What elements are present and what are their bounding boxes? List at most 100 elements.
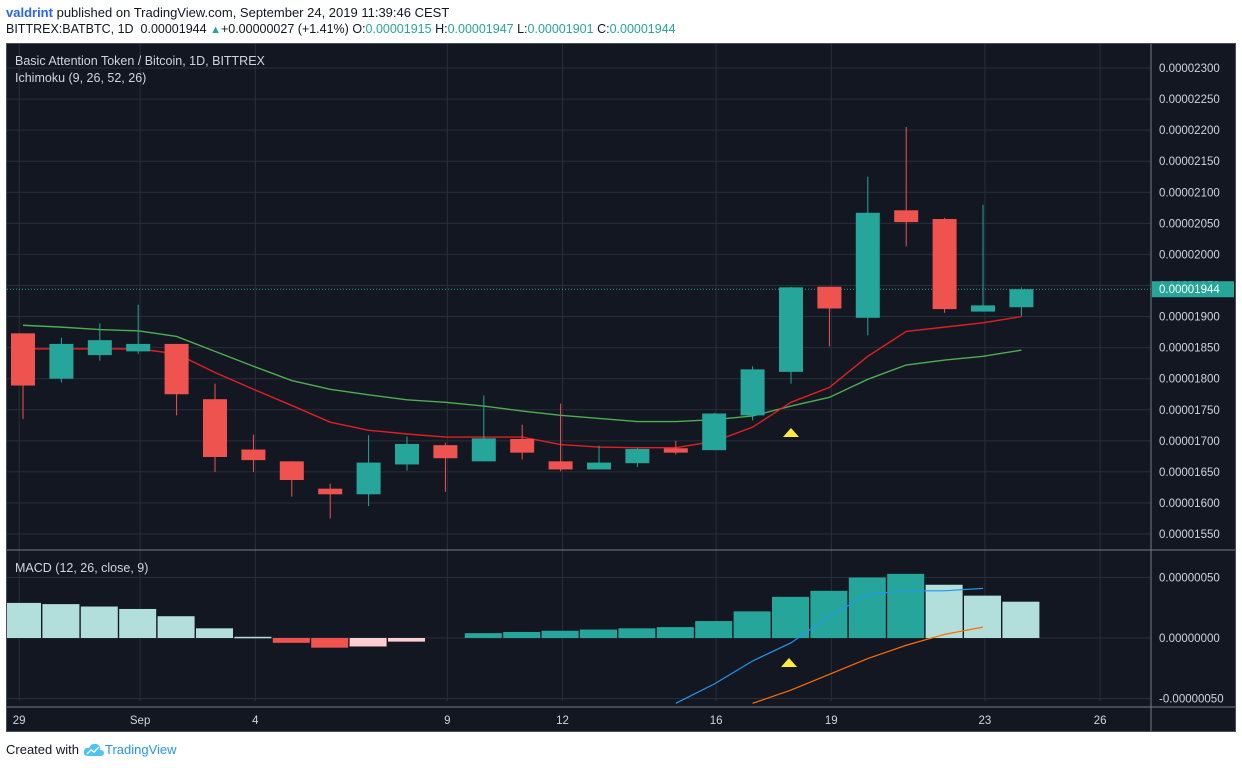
macd-histogram-bar xyxy=(234,636,272,639)
macd-histogram-bar xyxy=(964,595,1001,638)
chart-canvas[interactable]: 0.00002300 0.00002250 0.00002200 0.00002150… xyxy=(4,44,1235,731)
macd-histogram-bar xyxy=(388,638,425,642)
candle-body xyxy=(356,462,381,495)
candle-body xyxy=(740,369,765,416)
price-tick-label: 0.00001850 xyxy=(1159,343,1220,355)
macd-histogram-bar xyxy=(580,629,617,638)
axes: 0.00002300 0.00002250 0.00002200 0.00002150… xyxy=(13,63,1234,727)
macd-histogram-bar xyxy=(42,604,80,638)
macd-histogram-bar xyxy=(656,627,694,638)
candles xyxy=(11,127,1034,519)
candle-body xyxy=(510,438,535,453)
candle-body xyxy=(241,449,266,461)
time-tick-label: 9 xyxy=(444,715,450,727)
price-tick-label: 0.00001750 xyxy=(1159,405,1220,417)
price-tick-label: 0.00001550 xyxy=(1159,529,1220,541)
low-value: 0.00001901 xyxy=(527,22,594,36)
candle-body xyxy=(625,448,650,464)
candle-body xyxy=(1009,289,1034,308)
macd-histogram-bar xyxy=(733,611,771,638)
macd-histogram-bar xyxy=(772,596,809,638)
macd-histogram-bar xyxy=(925,584,963,638)
macd-signal-marker xyxy=(781,658,797,667)
macd-line xyxy=(675,587,984,704)
candle-body xyxy=(663,448,688,453)
macd-histogram-bar xyxy=(810,590,848,638)
close-label: C: xyxy=(597,22,610,36)
current-price-badge xyxy=(1152,281,1234,298)
cloud-icon xyxy=(83,743,104,756)
macd-histogram-bar xyxy=(119,608,157,638)
tradingview-logo[interactable]: TradingView xyxy=(83,742,177,757)
candle-body xyxy=(932,219,957,310)
macd-histogram-bar xyxy=(4,602,41,638)
macd-label: MACD (12, 26, close, 9) xyxy=(15,561,148,575)
tradingview-brand: TradingView xyxy=(104,742,177,757)
chart-title: Basic Attention Token / Bitcoin, 1D, BIT… xyxy=(15,54,266,68)
candle-body xyxy=(203,399,227,457)
time-tick-label: 16 xyxy=(710,715,723,727)
macd-histogram-bar xyxy=(196,628,233,638)
candle-body xyxy=(894,210,919,223)
candle-body xyxy=(395,443,419,465)
candle-body xyxy=(11,333,35,386)
price-tick-label: 0.00002300 xyxy=(1159,63,1220,75)
chart-frame[interactable]: 0.00002300 0.00002250 0.00002200 0.00002150… xyxy=(4,43,1236,732)
open-value: 0.00001915 xyxy=(365,22,432,36)
macd-histogram-bar xyxy=(311,638,349,648)
last-price: 0.00001944 xyxy=(140,22,207,36)
macd-histogram-bar xyxy=(695,621,733,638)
time-tick-label: 26 xyxy=(1094,715,1107,727)
open-label: O: xyxy=(352,22,366,36)
time-tick-label: 19 xyxy=(825,715,838,727)
macd-histogram-bar xyxy=(887,573,925,638)
candle-body xyxy=(548,461,573,470)
macd-histogram-bar xyxy=(157,616,195,638)
ichimoku-label: Ichimoku (9, 26, 52, 26) xyxy=(15,71,146,85)
price-tick-label: 0.00001600 xyxy=(1159,498,1220,510)
price-tick-label: 0.00001650 xyxy=(1159,467,1220,479)
price-tick-label: 0.00002250 xyxy=(1159,94,1220,106)
macd-tick-label: 0.00000000 xyxy=(1159,633,1220,645)
up-arrow-icon: ▲ xyxy=(210,24,221,36)
high-value: 0.00001947 xyxy=(447,22,514,36)
candle-body xyxy=(279,461,304,480)
macd-histogram-bar xyxy=(848,577,886,638)
candle-body xyxy=(587,462,611,470)
candle-body xyxy=(471,438,496,462)
current-price-label: 0.00001944 xyxy=(1159,284,1220,296)
created-with-text: Created with xyxy=(6,742,79,757)
price-change: +0.00000027 (+1.41%) xyxy=(220,22,349,36)
price-tick-label: 0.00002100 xyxy=(1159,187,1220,199)
price-tick-label: 0.00002150 xyxy=(1159,156,1220,168)
time-tick-label: 29 xyxy=(13,715,26,727)
candle-body xyxy=(87,340,112,356)
candle-body xyxy=(817,286,842,309)
author-link[interactable]: valdrint xyxy=(6,5,53,20)
macd-histogram-bar xyxy=(618,628,656,638)
price-tick-label: 0.00002050 xyxy=(1159,218,1220,230)
time-tick-label: 12 xyxy=(556,715,569,727)
candle-body xyxy=(971,305,995,312)
time-tick-label: Sep xyxy=(130,715,150,727)
candle-body xyxy=(855,212,880,318)
candle-body xyxy=(433,445,458,459)
time-tick-label: 23 xyxy=(979,715,992,727)
macd-histogram-bar xyxy=(349,638,387,647)
price-tick-label: 0.00002200 xyxy=(1159,125,1220,137)
signal-line xyxy=(752,626,984,704)
price-tick-label: 0.00001700 xyxy=(1159,436,1220,448)
buy-signal-marker xyxy=(783,428,799,437)
footer: Created with TradingView xyxy=(6,742,177,757)
macd-tick-label: 0.00000050 xyxy=(1159,573,1220,585)
candle-body xyxy=(702,413,727,451)
close-value: 0.00001944 xyxy=(609,22,676,36)
macd-histogram-bar xyxy=(503,631,541,638)
macd-pane xyxy=(4,573,1040,704)
macd-histogram-bar xyxy=(80,606,118,638)
high-label: H: xyxy=(435,22,448,36)
price-tick-label: 0.00001800 xyxy=(1159,374,1220,386)
grid-lines xyxy=(7,44,1235,731)
macd-histogram-bar xyxy=(272,638,310,643)
macd-tick-label: -0.00000050 xyxy=(1159,694,1224,706)
